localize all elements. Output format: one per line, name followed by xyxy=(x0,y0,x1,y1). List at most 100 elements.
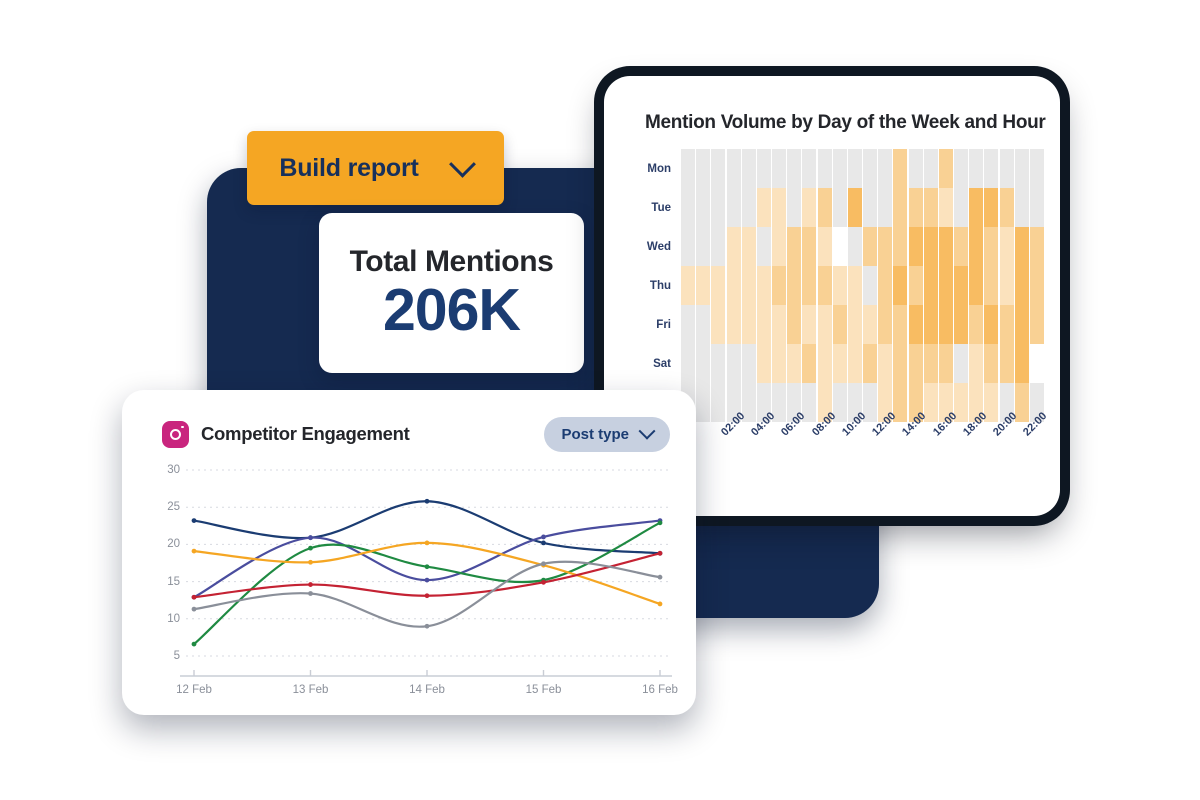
heatmap-cell[interactable] xyxy=(832,149,847,188)
heatmap-cell[interactable] xyxy=(1029,266,1044,305)
heatmap-cell[interactable] xyxy=(984,344,999,383)
data-point[interactable] xyxy=(424,623,430,629)
heatmap-cell[interactable] xyxy=(908,344,923,383)
heatmap-cell[interactable] xyxy=(772,149,787,188)
heatmap-cell[interactable] xyxy=(999,227,1014,266)
heatmap-cell[interactable] xyxy=(863,149,878,188)
heatmap-cell[interactable] xyxy=(817,266,832,305)
heatmap-cell[interactable] xyxy=(893,188,908,227)
heatmap-cell[interactable] xyxy=(696,149,711,188)
heatmap-cell[interactable] xyxy=(696,227,711,266)
heatmap-cell[interactable] xyxy=(726,227,741,266)
heatmap-cell[interactable] xyxy=(832,383,847,422)
heatmap-cell[interactable] xyxy=(696,344,711,383)
heatmap-cell[interactable] xyxy=(923,266,938,305)
data-point[interactable] xyxy=(191,641,197,647)
data-point[interactable] xyxy=(308,582,313,587)
data-point[interactable] xyxy=(191,594,197,600)
heatmap-cell[interactable] xyxy=(908,149,923,188)
heatmap-cell[interactable] xyxy=(954,266,969,305)
post-type-dropdown[interactable]: Post type xyxy=(544,416,670,452)
heatmap-cell[interactable] xyxy=(863,266,878,305)
heatmap-cell[interactable] xyxy=(756,188,771,227)
heatmap-cell[interactable] xyxy=(681,149,695,188)
data-point[interactable] xyxy=(657,520,663,526)
heatmap-cell[interactable] xyxy=(741,188,756,227)
heatmap-cell[interactable] xyxy=(817,305,832,344)
heatmap-cell[interactable] xyxy=(802,344,817,383)
heatmap-cell[interactable] xyxy=(1014,149,1029,188)
data-point[interactable] xyxy=(424,498,430,504)
data-point[interactable] xyxy=(424,564,430,570)
heatmap-cell[interactable] xyxy=(726,149,741,188)
heatmap-cell[interactable] xyxy=(969,305,984,344)
data-point[interactable] xyxy=(191,518,197,523)
heatmap-cell[interactable] xyxy=(1029,188,1044,227)
heatmap-cell[interactable] xyxy=(787,227,802,266)
heatmap-cell[interactable] xyxy=(893,383,908,422)
heatmap-cell[interactable] xyxy=(711,305,726,344)
heatmap-cell[interactable] xyxy=(726,266,741,305)
data-point[interactable] xyxy=(541,561,546,567)
heatmap-cell[interactable] xyxy=(802,266,817,305)
heatmap-cell[interactable] xyxy=(772,383,787,422)
data-point[interactable] xyxy=(657,550,663,556)
data-point[interactable] xyxy=(308,591,313,596)
heatmap-cell[interactable] xyxy=(954,188,969,227)
heatmap-cell[interactable] xyxy=(969,383,984,422)
heatmap-cell[interactable] xyxy=(893,305,908,344)
heatmap-cell[interactable] xyxy=(832,188,847,227)
heatmap-cell[interactable] xyxy=(954,344,969,383)
heatmap-cell[interactable] xyxy=(999,344,1014,383)
line-series[interactable] xyxy=(192,500,662,555)
heatmap-cell[interactable] xyxy=(1029,227,1044,266)
heatmap-cell[interactable] xyxy=(696,305,711,344)
heatmap-cell[interactable] xyxy=(711,149,726,188)
heatmap-cell[interactable] xyxy=(1029,305,1044,344)
heatmap-cell[interactable] xyxy=(741,227,756,266)
heatmap-cell[interactable] xyxy=(938,227,953,266)
data-point[interactable] xyxy=(308,545,313,551)
heatmap-cell[interactable] xyxy=(938,188,953,227)
heatmap-cell[interactable] xyxy=(756,305,771,344)
data-point[interactable] xyxy=(657,574,663,580)
heatmap-cell[interactable] xyxy=(741,305,756,344)
heatmap-cell[interactable] xyxy=(999,188,1014,227)
heatmap-cell[interactable] xyxy=(893,149,908,188)
data-point[interactable] xyxy=(657,601,663,607)
heatmap-cell[interactable] xyxy=(938,344,953,383)
heatmap-cell[interactable] xyxy=(741,149,756,188)
heatmap-cell[interactable] xyxy=(984,149,999,188)
heatmap-cell[interactable] xyxy=(726,344,741,383)
heatmap-cell[interactable] xyxy=(893,266,908,305)
heatmap-cell[interactable] xyxy=(908,227,923,266)
heatmap-cell[interactable] xyxy=(847,305,862,344)
heatmap-cell[interactable] xyxy=(1029,149,1044,188)
build-report-button[interactable]: Build report xyxy=(247,131,504,205)
data-point[interactable] xyxy=(308,559,313,565)
heatmap-cell[interactable] xyxy=(711,188,726,227)
heatmap-cell[interactable] xyxy=(711,266,726,305)
heatmap-cell[interactable] xyxy=(817,227,832,266)
heatmap-cell[interactable] xyxy=(969,266,984,305)
heatmap-cell[interactable] xyxy=(772,227,787,266)
heatmap-cell[interactable] xyxy=(863,383,878,422)
heatmap-cell[interactable] xyxy=(984,305,999,344)
heatmap-cell[interactable] xyxy=(954,227,969,266)
heatmap-cell[interactable] xyxy=(787,305,802,344)
heatmap-cell[interactable] xyxy=(863,344,878,383)
heatmap-cell[interactable] xyxy=(756,344,771,383)
heatmap-cell[interactable] xyxy=(969,344,984,383)
heatmap-cell[interactable] xyxy=(878,227,893,266)
heatmap-cell[interactable] xyxy=(787,188,802,227)
data-point[interactable] xyxy=(424,540,430,546)
heatmap-cell[interactable] xyxy=(923,383,938,422)
heatmap-cell[interactable] xyxy=(847,383,862,422)
heatmap-cell[interactable] xyxy=(772,305,787,344)
heatmap-cell[interactable] xyxy=(999,383,1014,422)
heatmap-cell[interactable] xyxy=(1029,344,1044,383)
heatmap-cell[interactable] xyxy=(999,149,1014,188)
data-point[interactable] xyxy=(308,535,313,541)
heatmap-cell[interactable] xyxy=(681,266,695,305)
data-point[interactable] xyxy=(424,577,430,583)
